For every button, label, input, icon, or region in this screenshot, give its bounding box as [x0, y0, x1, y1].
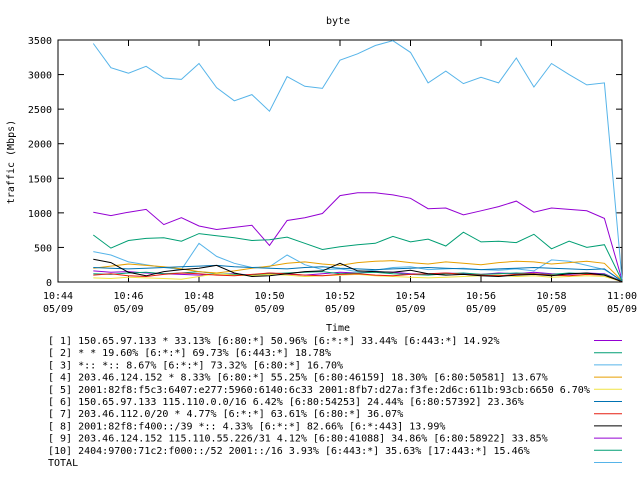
- series-line-10: [93, 231, 623, 281]
- x-tick-date-label: 05/09: [43, 304, 73, 315]
- y-tick-label: 3500: [28, 36, 52, 47]
- x-tick-label: 10:44: [43, 291, 73, 302]
- series-line-5: [93, 273, 623, 283]
- legend-entry-4: [ 4] 203.46.124.152 * 8.33% [6:80:*] 55.…: [48, 373, 548, 384]
- y-tick-label: 2000: [28, 140, 52, 151]
- y-tick-label: 1500: [28, 174, 52, 185]
- x-axis: 10:44 05/09 10:46 05/09 10:48 05/09 10:50 05/09…: [43, 40, 637, 315]
- x-tick-date-label: 05/09: [466, 304, 496, 315]
- series-line-4: [93, 260, 623, 281]
- legend-entry-3: [ 3] *:: *:: 8.67% [6:*:*] 73.32% [6:80:…: [48, 360, 343, 371]
- series-line-8: [93, 258, 623, 283]
- x-tick-date-label: 05/09: [325, 304, 355, 315]
- x-tick-label: 11:00: [607, 291, 637, 302]
- legend: [ 1] 150.65.97.133 * 33.13% [6:80:*] 50.…: [48, 336, 622, 469]
- y-tick-label: 1000: [28, 209, 52, 220]
- x-axis-label: Time: [326, 323, 350, 334]
- legend-entry-5: [ 5] 2001:82f8:f5c3:6407:e277:5960:6140:…: [48, 385, 590, 396]
- y-tick-label: 2500: [28, 105, 52, 116]
- legend-entry-10: [10] 2404:9700:71c2:f000::/52 2001::/16 …: [48, 446, 530, 457]
- x-tick-label: 10:48: [184, 291, 214, 302]
- x-tick-label: 10:52: [325, 291, 355, 302]
- x-tick-label: 10:54: [395, 291, 425, 302]
- plot-frame: [57, 39, 623, 283]
- x-tick-label: 10:46: [113, 291, 143, 302]
- series-line-6: [93, 264, 623, 282]
- series-line-9: [93, 192, 623, 281]
- legend-entry-2: [ 2] * * 19.60% [6:*:*] 69.73% [6:443:*]…: [48, 348, 331, 359]
- x-tick-date-label: 05/09: [254, 304, 284, 315]
- x-tick-date-label: 05/09: [395, 304, 425, 315]
- x-tick-date-label: 05/09: [113, 304, 143, 315]
- legend-entry-8: [ 8] 2001:82f8:f400::/39 *:: 4.33% [6:*:…: [48, 421, 445, 432]
- y-tick-label: 500: [34, 243, 52, 254]
- legend-entry-1: [ 1] 150.65.97.133 * 33.13% [6:80:*] 50.…: [48, 336, 500, 347]
- y-tick-label: 3000: [28, 71, 52, 82]
- y-axis-label: traffic (Mbps): [6, 120, 17, 204]
- chart-title: byte: [326, 16, 350, 27]
- x-tick-label: 10:50: [254, 291, 284, 302]
- legend-entry-7: [ 7] 203.46.112.0/20 * 4.77% [6:*:*] 63.…: [48, 409, 403, 420]
- y-tick-label: 0: [46, 278, 52, 289]
- x-tick-date-label: 05/09: [607, 304, 637, 315]
- x-tick-date-label: 05/09: [536, 304, 566, 315]
- legend-entry-6: [ 6] 150.65.97.133 115.110.0.0/16 6.42% …: [48, 397, 524, 408]
- x-tick-label: 10:58: [536, 291, 566, 302]
- legend-entry-9: [ 9] 203.46.124.152 115.110.55.226/31 4.…: [48, 434, 548, 445]
- legend-entry-11: TOTAL: [48, 458, 78, 469]
- series-lines: [92, 40, 623, 283]
- series-line-11: [92, 40, 623, 280]
- x-tick-label: 10:56: [466, 291, 496, 302]
- series-line-7: [93, 272, 623, 283]
- y-axis: 0 500 1000 1500 2000 2500 3000 3500: [28, 36, 622, 289]
- x-tick-date-label: 05/09: [184, 304, 214, 315]
